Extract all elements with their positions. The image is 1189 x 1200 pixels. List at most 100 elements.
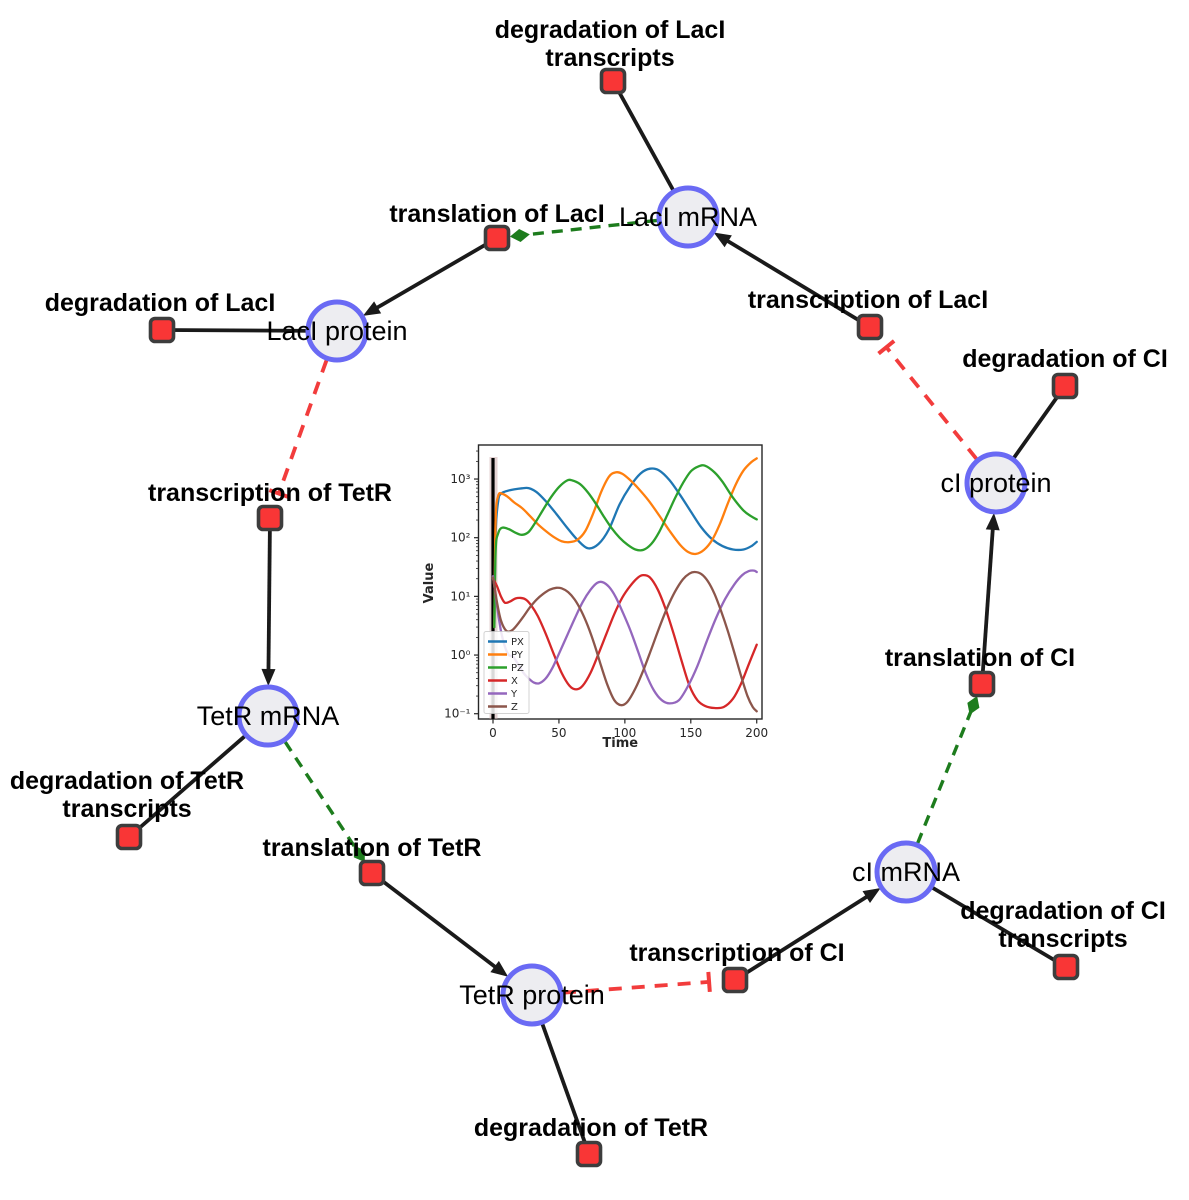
- reaction-label-tx_tetr: transcription of TetR: [148, 479, 392, 507]
- legend-label-PZ: PZ: [511, 663, 524, 674]
- nodes-layer: [115, 67, 1080, 1168]
- production-line: [371, 236, 498, 313]
- reaction-label-line: transcripts: [62, 795, 191, 823]
- reaction-node-deg_laci_tx[interactable]: [599, 67, 627, 95]
- reaction-node-deg_laci[interactable]: [148, 316, 176, 344]
- reaction-node-tx_ci[interactable]: [721, 966, 749, 994]
- legend-label-PX: PX: [511, 637, 524, 648]
- edge-catalysis-laci_mrna-to-transl_laci: [509, 218, 658, 242]
- edge-inhibition-ci_protein-to-tx_laci: [877, 339, 978, 461]
- production-line: [980, 523, 996, 685]
- reaction-node-tx_tetr[interactable]: [256, 504, 284, 532]
- reaction-label-line: degradation of CI: [960, 897, 1166, 925]
- inset-chart: 0 50 100 150 20010⁻¹10⁰10¹10²10³TimeValuePXP…: [420, 434, 772, 764]
- catalysis-diamond-icon: [967, 696, 980, 715]
- production-line: [266, 517, 272, 676]
- reaction-label-line: degradation of CI: [962, 345, 1168, 373]
- species-node-tetr_protein[interactable]: [500, 963, 564, 1027]
- species-label-ci_mrna: cI mRNA: [852, 857, 960, 887]
- species-node-laci_mrna[interactable]: [656, 185, 720, 249]
- edge-production-tx_tetr-to-tetr_mrna: [261, 517, 276, 687]
- legend-label-PY: PY: [511, 650, 524, 661]
- reaction-label-line: transcription of LacI: [748, 286, 988, 314]
- inhibition-dashed-line: [562, 980, 710, 995]
- species-label-tetr_mrna: TetR mRNA: [197, 701, 340, 731]
- reaction-label-line: transcripts: [545, 44, 674, 72]
- catalysis-diamond-icon: [509, 229, 530, 242]
- species-node-laci_protein[interactable]: [305, 299, 369, 363]
- inhibition-dashed-line: [884, 346, 978, 461]
- reaction-label-transl_tetr: translation of TetR: [263, 834, 482, 862]
- catalysis-dashed-line: [283, 740, 357, 849]
- reaction-label-deg_tetr: degradation of TetR: [474, 1114, 708, 1142]
- reaction-label-line: transcription of TetR: [148, 479, 392, 507]
- edge-production-tx_laci-to-laci_mrna: [713, 232, 871, 329]
- x-tick-label: 0: [489, 726, 497, 740]
- reaction-node-transl_ci[interactable]: [968, 670, 996, 698]
- species-label-ci_protein: cI protein: [940, 468, 1051, 498]
- reaction-node-deg_ci[interactable]: [1051, 372, 1079, 400]
- reaction-node-deg_tetr[interactable]: [575, 1140, 603, 1168]
- reaction-label-deg_tetr_tx: degradation of TetR transcripts: [10, 767, 244, 823]
- reaction-label-deg_laci_tx: degradation of LacI transcripts: [495, 16, 726, 72]
- reaction-label-transl_laci: translation of LacI: [389, 200, 604, 228]
- reaction-node-tx_laci[interactable]: [856, 313, 884, 341]
- chart-plot-area: [489, 457, 758, 719]
- reaction-label-line: translation of LacI: [389, 200, 604, 228]
- reaction-label-deg_ci_tx: degradation of CI transcripts: [960, 897, 1166, 953]
- reaction-label-tx_ci: transcription of CI: [629, 939, 844, 967]
- chart-series-X: [491, 574, 758, 710]
- inhibition-tee-icon: [877, 339, 896, 356]
- catalysis-diamond-icon: [353, 845, 365, 863]
- species-label-tetr_protein: TetR protein: [459, 980, 605, 1010]
- x-tick-label: 200: [745, 726, 768, 740]
- inhibition-tee-icon: [268, 488, 289, 499]
- x-tick-label: 150: [679, 726, 702, 740]
- reaction-node-deg_tetr_tx[interactable]: [115, 823, 143, 851]
- chart-legend: PX PY PZ XYZ: [483, 631, 530, 714]
- catalysis-dashed-line: [916, 711, 973, 844]
- chart-series-Z: [491, 570, 758, 713]
- production-line: [722, 236, 871, 329]
- chart-series-PY: [493, 457, 758, 629]
- reaction-label-tx_laci: transcription of LacI: [748, 286, 988, 314]
- inhibition-tee-icon: [706, 971, 712, 993]
- y-axis-title: Value: [422, 562, 437, 603]
- x-axis-title: Time: [602, 736, 638, 751]
- arrowhead-icon: [362, 301, 382, 316]
- catalysis-dashed-line: [526, 218, 658, 237]
- y-tick-label: 10⁻¹: [444, 707, 471, 721]
- species-node-ci_protein[interactable]: [964, 451, 1028, 515]
- reaction-label-line: transcripts: [998, 925, 1127, 953]
- reaction-label-transl_ci: translation of CI: [885, 644, 1075, 672]
- reaction-label-line: degradation of LacI: [495, 16, 726, 44]
- legend-label-Y: Y: [510, 689, 518, 700]
- species-node-tetr_mrna[interactable]: [236, 684, 300, 748]
- reaction-label-deg_ci: degradation of CI: [962, 345, 1168, 373]
- reaction-label-line: degradation of LacI: [45, 289, 276, 317]
- production-line: [370, 871, 501, 972]
- x-tick-label: 50: [551, 726, 566, 740]
- reaction-node-transl_laci[interactable]: [483, 224, 511, 252]
- species-label-laci_protein: LacI protein: [266, 316, 407, 346]
- inhibition-dashed-line: [276, 359, 329, 495]
- reaction-label-line: degradation of TetR: [474, 1114, 708, 1142]
- y-tick-label: 10²: [450, 531, 470, 545]
- edge-production-tx_ci-to-ci_mrna: [733, 888, 881, 982]
- chart-series-PZ: [493, 464, 758, 629]
- arrowhead-icon: [261, 668, 276, 687]
- reaction-node-deg_ci_tx[interactable]: [1052, 953, 1080, 981]
- arrowhead-icon: [862, 888, 881, 904]
- edge-inhibition-tetr_protein-to-tx_ci: [562, 971, 712, 995]
- y-tick-label: 10⁰: [450, 648, 470, 662]
- reaction-node-transl_tetr[interactable]: [358, 859, 386, 887]
- production-line: [733, 892, 873, 982]
- edge-inhibition-laci_protein-to-tx_tetr: [268, 359, 329, 499]
- edge-production-transl_ci-to-ci_protein: [980, 512, 1000, 685]
- edge-production-transl_tetr-to-tetr_protein: [370, 871, 509, 977]
- species-node-ci_mrna[interactable]: [874, 840, 938, 904]
- y-tick-label: 10³: [450, 472, 470, 486]
- species-label-laci_mrna: LacI mRNA: [619, 202, 757, 232]
